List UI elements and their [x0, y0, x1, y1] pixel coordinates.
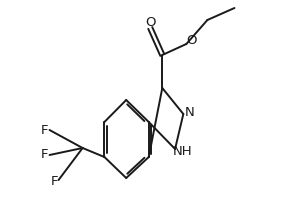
Text: O: O: [145, 16, 155, 29]
Text: O: O: [186, 34, 197, 47]
Text: F: F: [41, 124, 48, 136]
Text: NH: NH: [173, 145, 193, 158]
Text: F: F: [51, 175, 58, 188]
Text: N: N: [185, 106, 195, 119]
Text: F: F: [41, 148, 48, 162]
